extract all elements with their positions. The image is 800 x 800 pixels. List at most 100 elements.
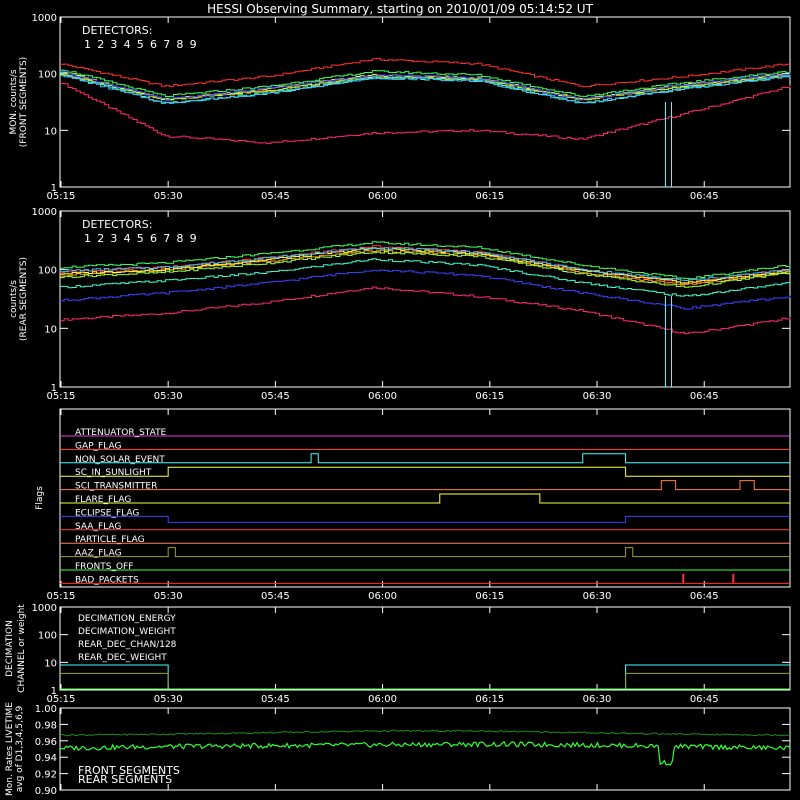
decimation-ylabel: DECIMATION — [5, 620, 15, 677]
flag-line-aaz_flag — [60, 547, 790, 558]
livetime-legend-1: REAR SEGMENTS — [78, 773, 172, 786]
front-panel-ylabel: MON. counts/s — [9, 69, 19, 134]
flag-label-saa_flag: SAA_FLAG — [75, 522, 121, 532]
flag-line-flare_flag — [60, 493, 790, 504]
detector-number-1: 1 — [84, 232, 91, 245]
flag-label-attenuator_state: ATTENUATOR_STATE — [75, 428, 167, 438]
flag-line-bad_packets — [60, 573, 790, 584]
y-tick-label: 1.00 — [35, 704, 57, 715]
detectors-label: DETECTORS: — [82, 24, 152, 37]
flag-label-sci_transmitter: SCI_TRANSMITTER — [75, 482, 157, 492]
detector-number-6: 6 — [150, 38, 157, 51]
y-tick-label: 0.92 — [35, 770, 57, 781]
y-tick-label: 100 — [38, 70, 57, 81]
flag-line-sc_in_sunlight — [60, 466, 790, 477]
series-line-det-1 — [60, 82, 791, 145]
y-tick-label: 1000 — [32, 13, 57, 24]
x-tick-label: 06:30 — [583, 191, 612, 202]
series-line-det-3 — [60, 249, 791, 286]
x-tick-label: 06:00 — [368, 694, 397, 705]
series-line-livetime-0 — [59, 740, 791, 766]
y-tick-label: 0.94 — [35, 753, 57, 764]
flag-label-non_solar_event: NON_SOLAR_EVENT — [75, 455, 165, 465]
flag-label-eclipse_flag: ECLIPSE_FLAG — [75, 508, 139, 518]
y-tick-label: 1 — [51, 183, 57, 194]
x-tick-label: 06:15 — [475, 591, 504, 602]
detector-number-3: 3 — [110, 38, 117, 51]
x-tick-label: 06:45 — [690, 191, 719, 202]
decimation-legend-2: REAR_DEC_CHAN/128 — [78, 640, 177, 650]
series-line-det-7 — [60, 258, 791, 297]
x-tick-label: 06:00 — [368, 591, 397, 602]
front-panel-frame — [59, 16, 791, 188]
x-tick-label: 06:45 — [690, 694, 719, 705]
detector-number-9: 9 — [190, 38, 197, 51]
flags-ylabel: Flags — [35, 486, 45, 510]
x-tick-label: 05:15 — [47, 391, 76, 402]
livetime-ylabel-sub: avg of D1,3,4,5,6,9 — [15, 705, 25, 792]
y-tick-label: 0.98 — [35, 720, 57, 731]
y-tick-label: 0.90 — [35, 786, 57, 797]
decimation-legend-3: REAR_DEC_WEIGHT — [78, 653, 167, 663]
series-line-det-5 — [60, 251, 791, 288]
series-line-det-6 — [60, 69, 791, 97]
detector-number-8: 8 — [176, 38, 183, 51]
detector-number-8: 8 — [176, 232, 183, 245]
detector-number-6: 6 — [150, 232, 157, 245]
y-tick-label: 0.96 — [35, 737, 57, 748]
x-tick-label: 06:45 — [690, 391, 719, 402]
x-tick-label: 05:45 — [261, 391, 290, 402]
y-tick-label: 1 — [51, 686, 57, 697]
x-tick-label: 06:15 — [475, 391, 504, 402]
detector-number-5: 5 — [137, 38, 144, 51]
flag-label-particle_flag: PARTICLE_FLAG — [75, 535, 145, 545]
detectors-label: DETECTORS: — [82, 218, 152, 231]
flag-label-flare_flag: FLARE_FLAG — [75, 495, 131, 505]
x-tick-label: 05:45 — [261, 694, 290, 705]
series-line-det-2 — [60, 57, 790, 88]
x-tick-label: 06:45 — [690, 591, 719, 602]
y-tick-label: 10 — [44, 126, 57, 137]
flag-label-aaz_flag: AAZ_FLAG — [75, 549, 122, 559]
flag-label-fronts_off: FRONTS_OFF — [75, 562, 133, 572]
detector-number-3: 3 — [110, 232, 117, 245]
flag-label-bad_packets: BAD_PACKETS — [75, 575, 139, 585]
flag-label-sc_in_sunlight: SC_IN_SUNLIGHT — [75, 468, 152, 478]
data-gap-drop — [664, 296, 672, 387]
series-line-det-5 — [60, 73, 791, 101]
x-tick-label: 06:30 — [583, 694, 612, 705]
detector-number-7: 7 — [163, 38, 170, 51]
flag-line-eclipse_flag — [60, 515, 790, 523]
decimation-legend-0: DECIMATION_ENERGY — [78, 614, 176, 624]
detector-number-9: 9 — [190, 232, 197, 245]
detector-number-2: 2 — [97, 232, 104, 245]
y-tick-label: 100 — [38, 631, 57, 642]
detector-number-4: 4 — [124, 38, 131, 51]
front-panel-ylabel-sub: (FRONT SEGMENTS) — [19, 57, 29, 147]
x-tick-label: 06:00 — [368, 391, 397, 402]
detector-number-1: 1 — [84, 38, 91, 51]
rear-panel-ylabel-sub: (REAR SEGMENTS) — [19, 257, 29, 341]
x-tick-label: 06:15 — [475, 191, 504, 202]
livetime-legend-0: FRONT SEGMENTS — [78, 764, 180, 777]
x-tick-label: 05:45 — [261, 191, 290, 202]
detector-number-5: 5 — [137, 232, 144, 245]
y-tick-label: 100 — [38, 266, 57, 277]
detector-number-4: 4 — [124, 232, 131, 245]
x-tick-label: 05:15 — [47, 591, 76, 602]
flags-panel-frame — [59, 408, 791, 588]
detector-number-2: 2 — [97, 38, 104, 51]
x-tick-label: 05:45 — [261, 591, 290, 602]
y-tick-label: 1000 — [32, 603, 57, 614]
data-gap-drop — [664, 102, 672, 187]
decimation-panel-frame — [59, 606, 791, 691]
y-tick-label: 10 — [44, 324, 57, 335]
series-line-det-1 — [60, 286, 791, 335]
decimation-legend-1: DECIMATION_WEIGHT — [78, 627, 176, 637]
decimation-ylabel-sub: CHANNEL or weight — [17, 604, 27, 693]
x-tick-label: 05:15 — [47, 191, 76, 202]
y-tick-label: 1000 — [32, 207, 57, 218]
x-tick-label: 05:15 — [47, 694, 76, 705]
flag-line-sci_transmitter — [60, 480, 790, 491]
